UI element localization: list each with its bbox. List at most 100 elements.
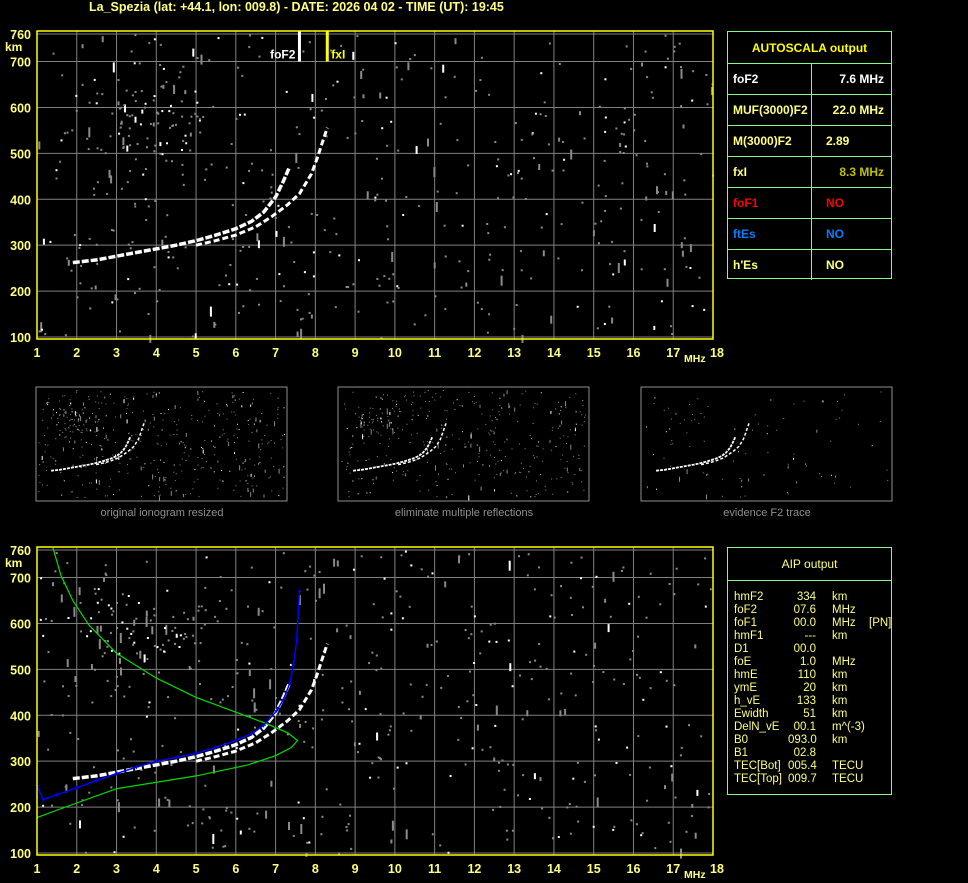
aip-trace-point <box>249 731 254 736</box>
noise-pixel <box>157 468 159 470</box>
noise-pixel <box>578 458 580 459</box>
noise-pixel <box>348 496 350 498</box>
noise-pixel <box>110 649 113 652</box>
noise-pixel <box>42 461 44 463</box>
noise-pixel <box>783 418 785 420</box>
noise-pixel <box>49 240 52 243</box>
noise-pixel <box>42 409 44 410</box>
noise-pixel <box>704 557 707 560</box>
noise-pixel <box>700 735 703 738</box>
noise-pixel <box>653 224 656 232</box>
noise-pixel <box>403 471 405 473</box>
noise-pixel <box>646 165 649 168</box>
noise-pixel <box>501 269 504 272</box>
noise-pixel <box>362 434 364 440</box>
noise-pixel <box>98 408 100 409</box>
noise-pixel <box>54 570 57 573</box>
noise-pixel <box>447 478 449 480</box>
noise-pixel <box>46 402 48 404</box>
noise-pixel <box>250 491 252 497</box>
noise-pixel <box>140 440 142 442</box>
noise-pixel <box>416 432 418 434</box>
noise-pixel <box>320 718 323 721</box>
noise-pixel <box>193 481 195 483</box>
noise-pixel <box>259 461 261 463</box>
noise-pixel <box>489 623 492 626</box>
thumbnail-frame <box>35 386 288 502</box>
noise-pixel <box>552 493 554 495</box>
noise-pixel <box>370 429 372 435</box>
noise-pixel <box>465 446 467 448</box>
noise-pixel <box>488 313 491 316</box>
noise-pixel <box>156 646 159 649</box>
noise-pixel <box>505 829 508 832</box>
autoscala-label: foF1 <box>728 188 812 218</box>
noise-pixel <box>691 803 694 808</box>
noise-pixel <box>70 269 73 272</box>
noise-pixel <box>445 444 447 446</box>
noise-pixel <box>569 832 572 835</box>
noise-pixel <box>169 434 171 436</box>
noise-pixel <box>241 405 243 408</box>
noise-pixel <box>459 405 461 407</box>
noise-pixel <box>64 785 67 788</box>
noise-pixel <box>479 446 481 452</box>
o-trace <box>72 166 292 265</box>
noise-pixel <box>232 402 234 403</box>
noise-pixel <box>144 198 147 201</box>
aip-row-hmf2: hmF2 334 km <box>728 591 891 604</box>
noise-pixel <box>136 456 138 458</box>
noise-pixel <box>94 431 96 433</box>
noise-pixel <box>480 56 483 59</box>
x-tick-label: 14 <box>547 346 561 360</box>
noise-pixel <box>256 812 259 815</box>
noise-pixel <box>126 627 129 630</box>
noise-pixel <box>59 415 61 416</box>
noise-pixel <box>182 140 185 142</box>
noise-pixel <box>188 666 191 670</box>
noise-pixel <box>134 100 137 102</box>
noise-pixel <box>444 255 447 258</box>
noise-pixel <box>486 331 489 334</box>
x-tick-label: 7 <box>272 346 279 360</box>
noise-pixel <box>225 607 228 610</box>
noise-pixel <box>62 395 64 397</box>
noise-pixel <box>231 686 234 688</box>
noise-pixel <box>40 577 43 580</box>
noise-pixel <box>510 173 512 176</box>
noise-pixel <box>184 447 186 449</box>
noise-pixel <box>526 490 528 492</box>
noise-pixel <box>218 284 221 287</box>
noise-pixel <box>379 92 382 99</box>
noise-pixel <box>127 278 130 281</box>
noise-pixel <box>40 322 43 333</box>
noise-pixel <box>371 418 373 420</box>
noise-pixel <box>796 481 798 484</box>
noise-pixel <box>539 777 542 782</box>
noise-pixel <box>388 445 390 447</box>
autoscala-output-table: AUTOSCALA output foF2 7.6 MHz MUF(3000)F2 2… <box>727 31 892 280</box>
noise-pixel <box>406 423 408 425</box>
noise-pixel <box>427 448 428 452</box>
noise-pixel <box>419 490 421 492</box>
aip-row-b0: B0 093.0 km <box>728 734 891 747</box>
noise-pixel <box>232 395 234 399</box>
noise-pixel <box>615 762 618 764</box>
noise-pixel <box>508 560 511 571</box>
noise-pixel <box>165 81 168 84</box>
noise-pixel <box>41 484 43 486</box>
noise-pixel <box>118 652 121 655</box>
noise-pixel <box>582 606 584 609</box>
aip-row-b1: B1 02.8 <box>728 747 891 760</box>
noise-pixel <box>494 724 497 727</box>
noise-pixel <box>520 472 522 474</box>
noise-pixel <box>665 431 667 433</box>
x-tick-label: 3 <box>113 346 120 360</box>
noise-pixel <box>253 688 256 699</box>
noise-pixel <box>551 478 553 480</box>
noise-pixel <box>235 414 237 416</box>
noise-pixel <box>152 122 155 127</box>
noise-pixel <box>42 804 45 807</box>
noise-pixel <box>309 565 312 568</box>
noise-pixel <box>181 458 183 460</box>
